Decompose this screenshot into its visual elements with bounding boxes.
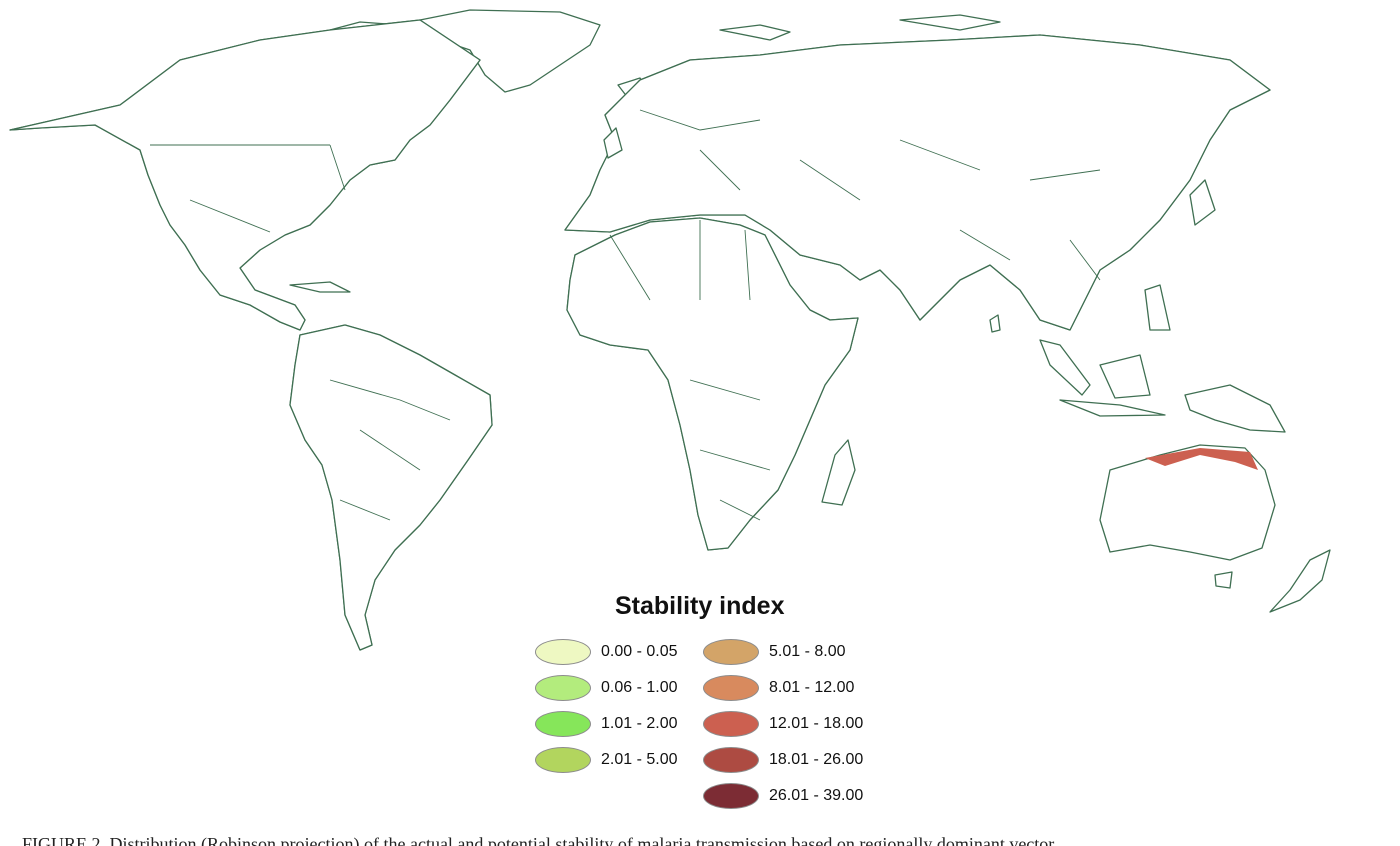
figure-caption: FIGURE 2. Distribution (Robinson project…	[22, 832, 1400, 846]
legend-swatch	[703, 747, 759, 773]
legend-label: 0.06 - 1.00	[601, 679, 678, 696]
legend-label: 8.01 - 12.00	[769, 679, 855, 696]
legend-label: 0.00 - 0.05	[601, 643, 678, 660]
legend-label: 5.01 - 8.00	[769, 643, 846, 660]
legend-title: Stability index	[615, 592, 785, 620]
legend-swatch	[535, 711, 591, 737]
legend-swatch	[535, 639, 591, 665]
map-legend: Stability index 0.00 - 0.05 0.06 - 1.00 …	[530, 590, 930, 815]
legend-item: 5.01 - 8.00	[703, 638, 846, 666]
legend-swatch	[535, 747, 591, 773]
legend-swatch	[703, 711, 759, 737]
legend-item: 8.01 - 12.00	[703, 674, 854, 702]
legend-label: 1.01 - 2.00	[601, 715, 678, 732]
legend-swatch	[703, 783, 759, 809]
legend-swatch	[703, 639, 759, 665]
caption-text: FIGURE 2. Distribution (Robinson project…	[22, 834, 1055, 846]
legend-item: 0.06 - 1.00	[535, 674, 678, 702]
legend-item: 18.01 - 26.00	[703, 746, 863, 774]
legend-item: 1.01 - 2.00	[535, 710, 678, 738]
legend-label: 26.01 - 39.00	[769, 787, 864, 804]
legend-item: 12.01 - 18.00	[703, 710, 863, 738]
legend-label: 18.01 - 26.00	[769, 751, 864, 768]
legend-label: 2.01 - 5.00	[601, 751, 678, 768]
legend-item: 2.01 - 5.00	[535, 746, 678, 774]
legend-item: 26.01 - 39.00	[703, 782, 863, 810]
legend-swatch	[535, 675, 591, 701]
legend-swatch	[703, 675, 759, 701]
legend-label: 12.01 - 18.00	[769, 715, 864, 732]
legend-item: 0.00 - 0.05	[535, 638, 678, 666]
